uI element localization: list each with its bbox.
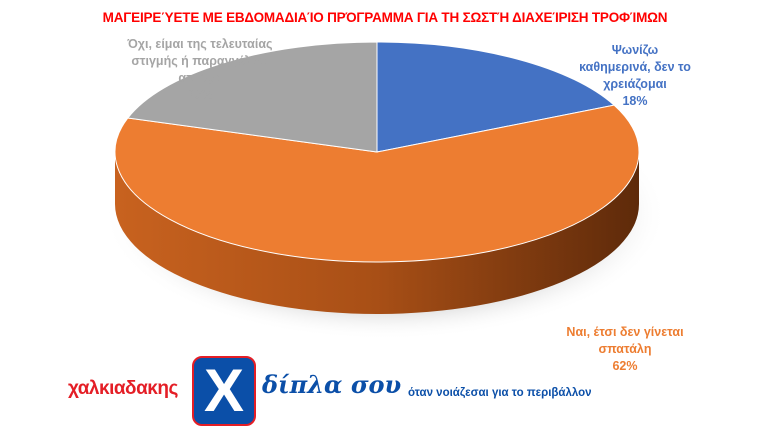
slice-value: 20% [187,88,213,102]
brand-name: χαλκιαδακης [68,378,178,399]
slice-value: 18% [622,94,648,108]
pie-slice-2 [126,41,378,153]
pie-side-wall [115,152,639,314]
slice-value: 62% [612,359,638,373]
pie-slice-0 [376,41,616,153]
slice-label-yes: Ναι, έτσι δεν γίνεται σπατάλη 62% [545,324,705,375]
slice-label-text: Όχι, είμαι της τελευταίας στιγμής ή παρα… [127,37,273,85]
pie-slice-1 [114,104,640,263]
slice-label-shop-daily: Ψωνίζω καθημερινά, δεν το χρειάζομαι 18% [575,42,695,110]
slice-label-text: Ψωνίζω καθημερινά, δεν το χρειάζομαι [579,43,691,91]
chart-title: ΜΑΓΕΙΡΕΎΕΤΕ ΜΕ ΕΒΔΟΜΑΔΙΑΊΟ ΠΡΌΓΡΑΜΜΑ ΓΙΑ… [102,10,668,25]
logo-tagline: όταν νοιάζεσαι για το περιβάλλον [408,387,592,399]
slice-label-no: Όχι, είμαι της τελευταίας στιγμής ή παρα… [115,36,285,104]
logo-script: δίπλα σου [262,370,402,399]
slice-label-text: Ναι, έτσι δεν γίνεται σπατάλη [566,325,684,356]
sponsor-logo: χαλκιαδακης X δίπλα σου όταν νοιάζεσαι γ… [68,356,668,426]
x-logo-mark: X [192,356,256,426]
